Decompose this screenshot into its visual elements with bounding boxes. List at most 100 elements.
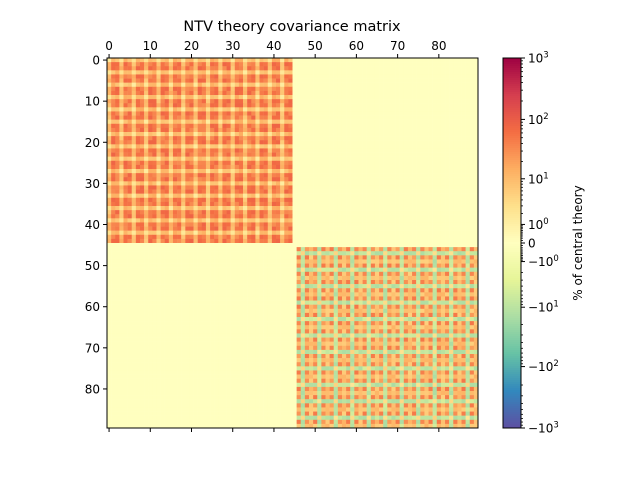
heatmap-cell — [407, 197, 413, 203]
heatmap-cell — [383, 275, 388, 281]
heatmap-cell — [457, 86, 462, 92]
heatmap-cell — [453, 230, 458, 236]
heatmap-cell — [148, 197, 153, 203]
heatmap-cell — [205, 140, 211, 145]
heatmap-cell — [214, 210, 219, 215]
heatmap-cell — [123, 189, 128, 194]
heatmap-cell — [296, 275, 301, 281]
heatmap-cell — [276, 169, 281, 174]
heatmap-cell — [131, 99, 137, 104]
heatmap-cell — [420, 259, 425, 264]
heatmap-cell — [226, 271, 231, 277]
heatmap-cell — [139, 78, 145, 83]
heatmap-cell — [226, 62, 231, 67]
heatmap-cell — [395, 189, 400, 194]
heatmap-cell — [329, 152, 334, 157]
heatmap-cell — [230, 70, 236, 75]
heatmap-cell — [300, 230, 306, 236]
heatmap-cell — [148, 136, 153, 141]
heatmap-cell — [420, 193, 425, 199]
heatmap-cell — [284, 185, 289, 190]
heatmap-cell — [259, 206, 264, 211]
heatmap-cell — [288, 156, 293, 162]
heatmap-cell — [131, 280, 137, 285]
heatmap-cell — [341, 140, 347, 145]
heatmap-cell — [395, 238, 400, 244]
heatmap-cell — [238, 115, 244, 120]
heatmap-cell — [362, 164, 367, 170]
heatmap-cell — [280, 275, 285, 281]
heatmap-cell — [172, 169, 178, 174]
heatmap-cell — [144, 230, 149, 236]
heatmap-cell — [350, 70, 355, 75]
heatmap-cell — [325, 189, 330, 194]
heatmap-cell — [234, 230, 240, 236]
heatmap-cell — [346, 197, 351, 203]
heatmap-cell — [193, 111, 198, 116]
heatmap-cell — [247, 99, 252, 104]
heatmap-cell — [428, 99, 433, 104]
heatmap-cell — [251, 189, 256, 194]
heatmap-cell — [362, 197, 367, 203]
heatmap-cell — [370, 107, 376, 112]
heatmap-cell — [440, 58, 446, 63]
heatmap-cell — [189, 115, 194, 120]
heatmap-cell — [374, 189, 380, 194]
heatmap-cell — [144, 127, 149, 133]
heatmap-cell — [156, 70, 161, 75]
heatmap-cell — [465, 111, 470, 116]
heatmap-cell — [395, 185, 400, 190]
heatmap-cell — [193, 230, 198, 236]
heatmap-cell — [465, 222, 470, 227]
heatmap-cell — [399, 127, 405, 133]
heatmap-cell — [144, 201, 149, 207]
heatmap-cell — [255, 284, 260, 289]
heatmap-cell — [399, 247, 405, 252]
heatmap-cell — [325, 136, 330, 141]
heatmap-cell — [131, 169, 137, 174]
heatmap-cell — [346, 177, 351, 182]
heatmap-cell — [255, 140, 260, 145]
heatmap-cell — [284, 86, 289, 92]
heatmap-cell — [424, 148, 429, 153]
heatmap-cell — [313, 177, 318, 182]
heatmap-cell — [152, 74, 157, 79]
heatmap-cell — [271, 90, 277, 96]
heatmap-cell — [230, 197, 236, 203]
heatmap-cell — [197, 226, 203, 231]
heatmap-cell — [156, 74, 161, 79]
heatmap-cell — [230, 78, 236, 83]
heatmap-cell — [107, 82, 112, 88]
heatmap-cell — [440, 111, 446, 116]
heatmap-cell — [428, 222, 433, 227]
heatmap-cell — [234, 259, 240, 264]
heatmap-cell — [123, 169, 128, 174]
heatmap-cell — [346, 74, 351, 79]
heatmap-cell — [111, 222, 116, 227]
heatmap-cell — [226, 169, 231, 174]
heatmap-cell — [177, 185, 182, 190]
heatmap-cell — [144, 222, 149, 227]
heatmap-cell — [366, 164, 372, 170]
heatmap-cell — [288, 222, 293, 227]
heatmap-cell — [288, 103, 293, 108]
heatmap-cell — [329, 119, 334, 125]
heatmap-cell — [172, 255, 178, 260]
heatmap-cell — [214, 58, 219, 63]
heatmap-cell — [276, 275, 281, 281]
heatmap-cell — [164, 78, 170, 83]
heatmap-cell — [164, 169, 170, 174]
heatmap-cell — [395, 115, 400, 120]
heatmap-cell — [238, 218, 244, 223]
heatmap-cell — [337, 123, 343, 129]
heatmap-cell — [131, 148, 137, 153]
heatmap-cell — [259, 127, 264, 133]
heatmap-cell — [424, 267, 429, 273]
heatmap-cell — [267, 177, 273, 182]
heatmap-cell — [168, 123, 174, 129]
heatmap-cell — [313, 95, 318, 100]
heatmap-cell — [193, 275, 198, 281]
heatmap-cell — [218, 173, 223, 178]
heatmap-cell — [416, 275, 421, 281]
heatmap-cell — [313, 193, 318, 199]
